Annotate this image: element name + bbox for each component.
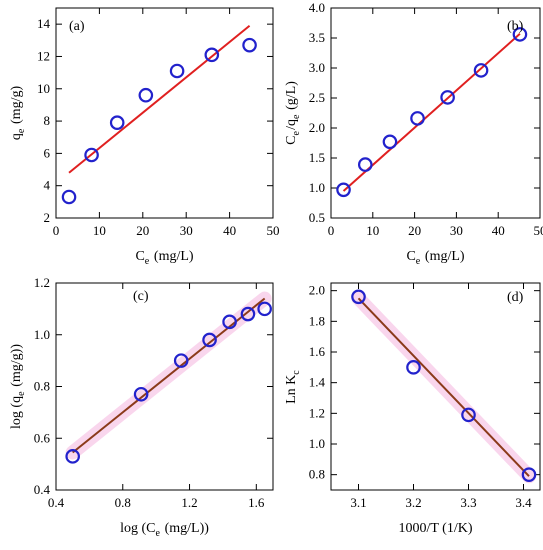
x-tick-label: 1.6	[248, 495, 265, 510]
y-tick-label: 2.0	[309, 120, 325, 135]
y-tick-label: 14	[37, 16, 51, 31]
panel-label: (b)	[507, 19, 524, 34]
data-point	[84, 147, 99, 163]
data-point	[357, 157, 373, 172]
x-tick-label: 50	[267, 223, 280, 238]
x-tick-label: 0	[53, 223, 60, 238]
y-tick-label: 8	[44, 113, 51, 128]
y-tick-label: 1.2	[309, 405, 325, 420]
data-point	[440, 90, 455, 105]
x-tick-label: 30	[450, 223, 463, 238]
data-point	[406, 360, 421, 375]
data-point	[512, 27, 528, 42]
data-point	[351, 289, 366, 305]
x-tick-label: 0.4	[48, 495, 65, 510]
y-axis-label: log (qe (mg/g))	[9, 344, 27, 429]
y-tick-label: 2	[44, 210, 51, 225]
x-tick-label: 3.4	[515, 495, 532, 510]
data-point	[173, 353, 189, 368]
x-tick-label: 3.1	[350, 495, 366, 510]
x-tick-label: 30	[180, 223, 193, 238]
data-point	[202, 332, 217, 348]
y-tick-label: 10	[37, 81, 50, 96]
fit-line	[342, 33, 521, 192]
fit-line	[68, 24, 251, 174]
y-tick-label: 12	[37, 48, 50, 63]
x-axis-label: Ce (mg/L)	[135, 249, 193, 267]
data-point	[336, 182, 351, 198]
y-tick-label: 1.5	[309, 150, 325, 165]
x-tick-label: 50	[534, 223, 543, 238]
panel-label: (d)	[507, 290, 524, 305]
plot-frame	[330, 7, 541, 219]
data-point	[257, 301, 272, 317]
chart-panel-d: 3.1 3.2 3.3 3.4 0.8 1.0 1.2 1.4 1.6 1.8 2.0 (d) 1000…	[284, 282, 541, 536]
data-point	[382, 134, 398, 150]
plot-frame	[55, 7, 274, 219]
data-point	[169, 63, 185, 79]
fit-line	[72, 297, 266, 454]
x-tick-label: 20	[136, 223, 149, 238]
y-tick-label: 1.2	[34, 275, 50, 290]
chart-panel-c: 0.4 0.8 1.2 1.6 0.4 0.6 0.8 1.0 1.2 (c) log (Ce (m…	[9, 275, 274, 539]
y-tick-label: 1.6	[309, 344, 326, 359]
x-tick-label: 20	[408, 223, 421, 238]
data-point	[242, 37, 257, 53]
panel-label: (c)	[133, 289, 149, 304]
x-tick-label: 10	[93, 223, 106, 238]
data-point	[222, 314, 237, 330]
fit-line	[357, 297, 530, 477]
x-tick-label: 40	[492, 223, 505, 238]
y-tick-label: 6	[44, 145, 51, 160]
y-tick-label: 4.0	[309, 0, 325, 15]
panel-label: (a)	[69, 19, 85, 34]
data-point	[138, 87, 154, 103]
x-tick-label: 3.3	[460, 495, 476, 510]
y-tick-label: 1.4	[309, 375, 326, 390]
y-tick-label: 0.8	[309, 467, 325, 482]
y-tick-label: 1.0	[34, 327, 50, 342]
y-tick-label: 2.0	[309, 283, 325, 298]
y-tick-label: 1.8	[309, 313, 325, 328]
y-axis-label: Ce /qe (g/L)	[284, 81, 302, 145]
chart-panel-a: 0 10 20 30 40 50 2 4 6 8 10 12 14 (a) Ce (mg/L) qe (mg/…	[9, 7, 280, 267]
y-tick-label: 0.4	[34, 482, 51, 497]
y-tick-label: 0.5	[309, 210, 325, 225]
y-tick-label: 0.8	[34, 379, 50, 394]
y-tick-label: 1.0	[309, 436, 325, 451]
data-point	[521, 467, 537, 482]
data-point	[61, 189, 77, 205]
data-point	[65, 449, 80, 464]
data-point	[461, 407, 476, 423]
y-tick-label: 1.0	[309, 180, 325, 195]
x-tick-label: 1.2	[181, 495, 197, 510]
data-point	[204, 47, 220, 63]
y-tick-label: 0.6	[34, 430, 51, 445]
x-axis-label: log (Ce (mg/L))	[120, 521, 209, 539]
y-axis-label: Ln Kc	[284, 369, 302, 404]
y-axis-label: qe (mg/g)	[9, 86, 27, 141]
data-point	[240, 306, 256, 322]
chart-panel-b: 0 10 20 30 40 50 0.5 1.0 1.5 2.0 2.5 3.0 3.5 4.0 (b) Ce…	[284, 0, 543, 267]
data-point	[410, 111, 425, 126]
y-tick-label: 3.5	[309, 30, 325, 45]
data-point	[133, 386, 149, 402]
data-point	[109, 115, 125, 130]
x-tick-label: 3.2	[405, 495, 421, 510]
x-tick-label: 10	[366, 223, 379, 238]
y-tick-label: 4	[44, 178, 51, 193]
x-tick-label: 0	[328, 223, 335, 238]
x-axis-label: Ce (mg/L)	[406, 249, 464, 267]
data-point	[473, 63, 489, 78]
x-tick-label: 0.8	[115, 495, 131, 510]
y-tick-label: 3.0	[309, 60, 325, 75]
x-axis-label: 1000/T (1/K)	[398, 521, 472, 536]
plot-frame	[330, 282, 541, 491]
y-tick-label: 2.5	[309, 90, 325, 105]
x-tick-label: 40	[223, 223, 236, 238]
